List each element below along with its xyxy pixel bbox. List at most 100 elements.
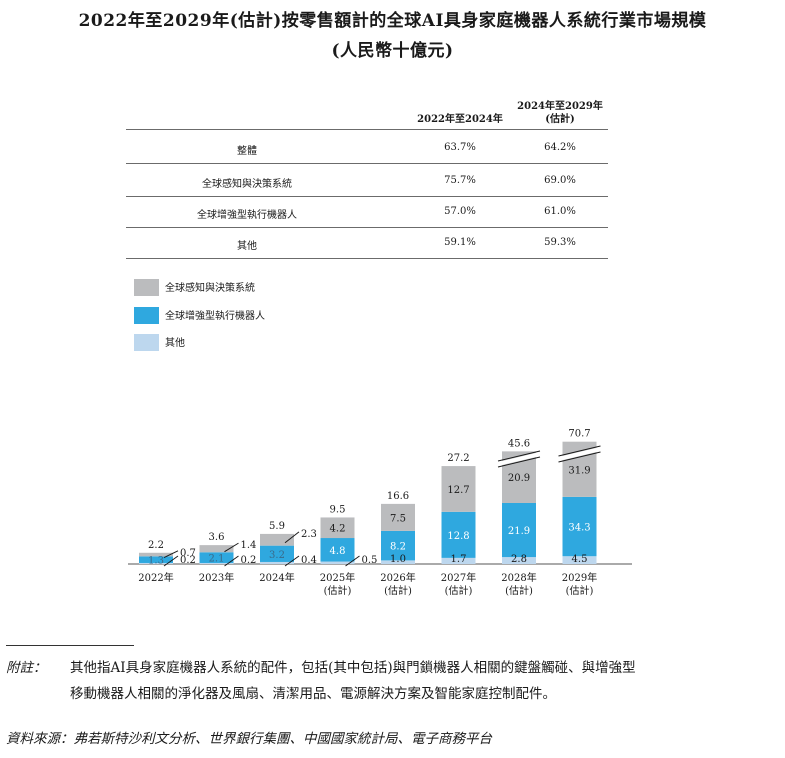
label-leader <box>163 550 179 559</box>
table-rule <box>126 129 608 130</box>
cagr-row-value: 63.7% <box>444 142 476 153</box>
data-label-enhanced-robot: 2.1 <box>209 554 225 565</box>
bar-enhanced-robot <box>260 545 294 562</box>
x-tick-label: 2029年 <box>562 571 597 584</box>
label-leader <box>224 542 239 553</box>
data-label-perception: 2.3 <box>301 529 317 540</box>
footnote-rule <box>6 645 134 646</box>
axis-break-line <box>558 451 601 463</box>
data-label-enhanced-robot: 4.8 <box>330 546 346 557</box>
data-label-perception: 12.7 <box>447 485 469 496</box>
label-leader <box>284 555 300 567</box>
data-label-total: 70.7 <box>568 429 590 440</box>
label-leader <box>224 555 239 567</box>
data-label-perception: 4.2 <box>330 524 346 535</box>
x-tick-sublabel: (估計) <box>505 584 533 597</box>
data-label-perception: 31.9 <box>568 465 590 476</box>
bar-other <box>139 562 173 564</box>
data-label-perception: 1.4 <box>241 540 257 551</box>
cagr-row-value: 75.7% <box>444 175 476 186</box>
data-label-enhanced-robot: 8.2 <box>390 542 406 553</box>
data-label-total: 2.2 <box>148 540 164 551</box>
footnote-label: 附註： <box>6 660 47 676</box>
bar-enhanced-robot <box>320 538 355 562</box>
bar-enhanced-robot <box>562 496 597 557</box>
cagr-header-estimate: (估計) <box>545 114 575 125</box>
label-leader <box>163 555 179 567</box>
cagr-row-value: 64.2% <box>544 142 576 153</box>
bar-perception <box>199 545 234 553</box>
cagr-header-2024-2029: 2024年至2029年 <box>517 101 603 112</box>
chart-title: 2022年至2029年(估計)按零售額計的全球AI具身家庭機器人系統行業市場規模 <box>78 11 707 31</box>
data-label-other: 4.5 <box>572 554 588 565</box>
table-rule <box>126 163 608 164</box>
data-label-total: 45.6 <box>508 438 530 449</box>
cagr-row-value: 69.0% <box>544 175 576 186</box>
legend-swatch <box>134 279 159 296</box>
chart-subtitle: (人民幣十億元) <box>331 41 454 61</box>
data-label-enhanced-robot: 3.2 <box>269 550 285 561</box>
cagr-row-value: 59.1% <box>444 237 476 248</box>
axis-break-line <box>497 456 541 468</box>
cagr-row-label: 整體 <box>237 146 257 157</box>
x-tick-sublabel: (估計) <box>566 584 594 597</box>
bar-perception <box>260 533 294 546</box>
axis-break-line <box>558 445 601 457</box>
data-label-perception: 7.5 <box>390 513 406 524</box>
x-tick-sublabel: (估計) <box>324 584 352 597</box>
bar-enhanced-robot <box>139 556 173 563</box>
data-label-total: 27.2 <box>447 453 469 464</box>
data-label-enhanced-robot: 34.3 <box>568 523 590 534</box>
bar-perception <box>320 517 355 539</box>
x-tick-label: 2022年 <box>138 571 173 584</box>
legend-swatch <box>134 307 159 324</box>
data-label-other: 1.0 <box>390 554 406 565</box>
source-note: 資料來源：弗若斯特沙利文分析、世界銀行集團、中國國家統計局、電子商務平台 <box>6 731 492 747</box>
data-label-other: 0.2 <box>180 555 196 566</box>
footnote-line-1: 其他指AI具身家庭機器人系統的配件，包括(其中包括)與門鎖機器人相關的鍵盤觸碰、… <box>70 660 636 676</box>
x-tick-label: 2024年 <box>259 571 294 584</box>
cagr-row-value: 61.0% <box>544 206 576 217</box>
table-rule <box>126 196 608 197</box>
data-label-total: 5.9 <box>269 521 285 532</box>
data-label-total: 9.5 <box>330 504 346 515</box>
bar-other <box>562 556 597 564</box>
bar-enhanced-robot <box>502 502 536 558</box>
bar-other <box>260 561 294 564</box>
data-label-other: 0.2 <box>241 555 257 566</box>
legend-label: 全球增強型執行機器人 <box>165 309 265 322</box>
data-label-enhanced-robot: 12.8 <box>447 531 469 542</box>
axis-break-line <box>497 450 541 462</box>
data-label-other: 1.7 <box>451 554 467 565</box>
cagr-row-label: 全球感知與決策系統 <box>202 179 292 190</box>
bar-other <box>441 557 476 564</box>
data-label-total: 16.6 <box>387 491 409 502</box>
legend-label: 全球感知與決策系統 <box>165 281 255 294</box>
axis-break-mark <box>558 447 601 461</box>
x-tick-label: 2028年 <box>501 571 536 584</box>
legend-label: 其他 <box>165 336 185 349</box>
data-label-enhanced-robot: 21.9 <box>508 526 530 537</box>
axis-break-mark <box>497 452 541 466</box>
cagr-row-value: 57.0% <box>444 206 476 217</box>
x-tick-label: 2023年 <box>199 571 234 584</box>
bar-enhanced-robot <box>381 530 415 561</box>
data-label-perception: 20.9 <box>508 473 530 484</box>
bar-perception <box>381 503 415 531</box>
table-rule <box>126 227 608 228</box>
cagr-row-label: 全球增強型執行機器人 <box>197 210 297 221</box>
cagr-header-2022-2024: 2022年至2024年 <box>417 114 503 125</box>
bar-other <box>320 561 355 564</box>
bar-perception <box>441 466 476 512</box>
data-label-other: 0.4 <box>301 555 317 566</box>
legend-swatch <box>134 334 159 351</box>
data-label-total: 3.6 <box>209 532 225 543</box>
table-rule <box>126 258 608 259</box>
bar-enhanced-robot <box>199 552 234 563</box>
data-label-other: 0.5 <box>362 555 378 566</box>
bar-other <box>199 562 234 564</box>
x-tick-label: 2026年 <box>380 571 415 584</box>
data-label-enhanced-robot: 1.3 <box>148 556 164 567</box>
data-label-other: 2.8 <box>511 554 527 565</box>
